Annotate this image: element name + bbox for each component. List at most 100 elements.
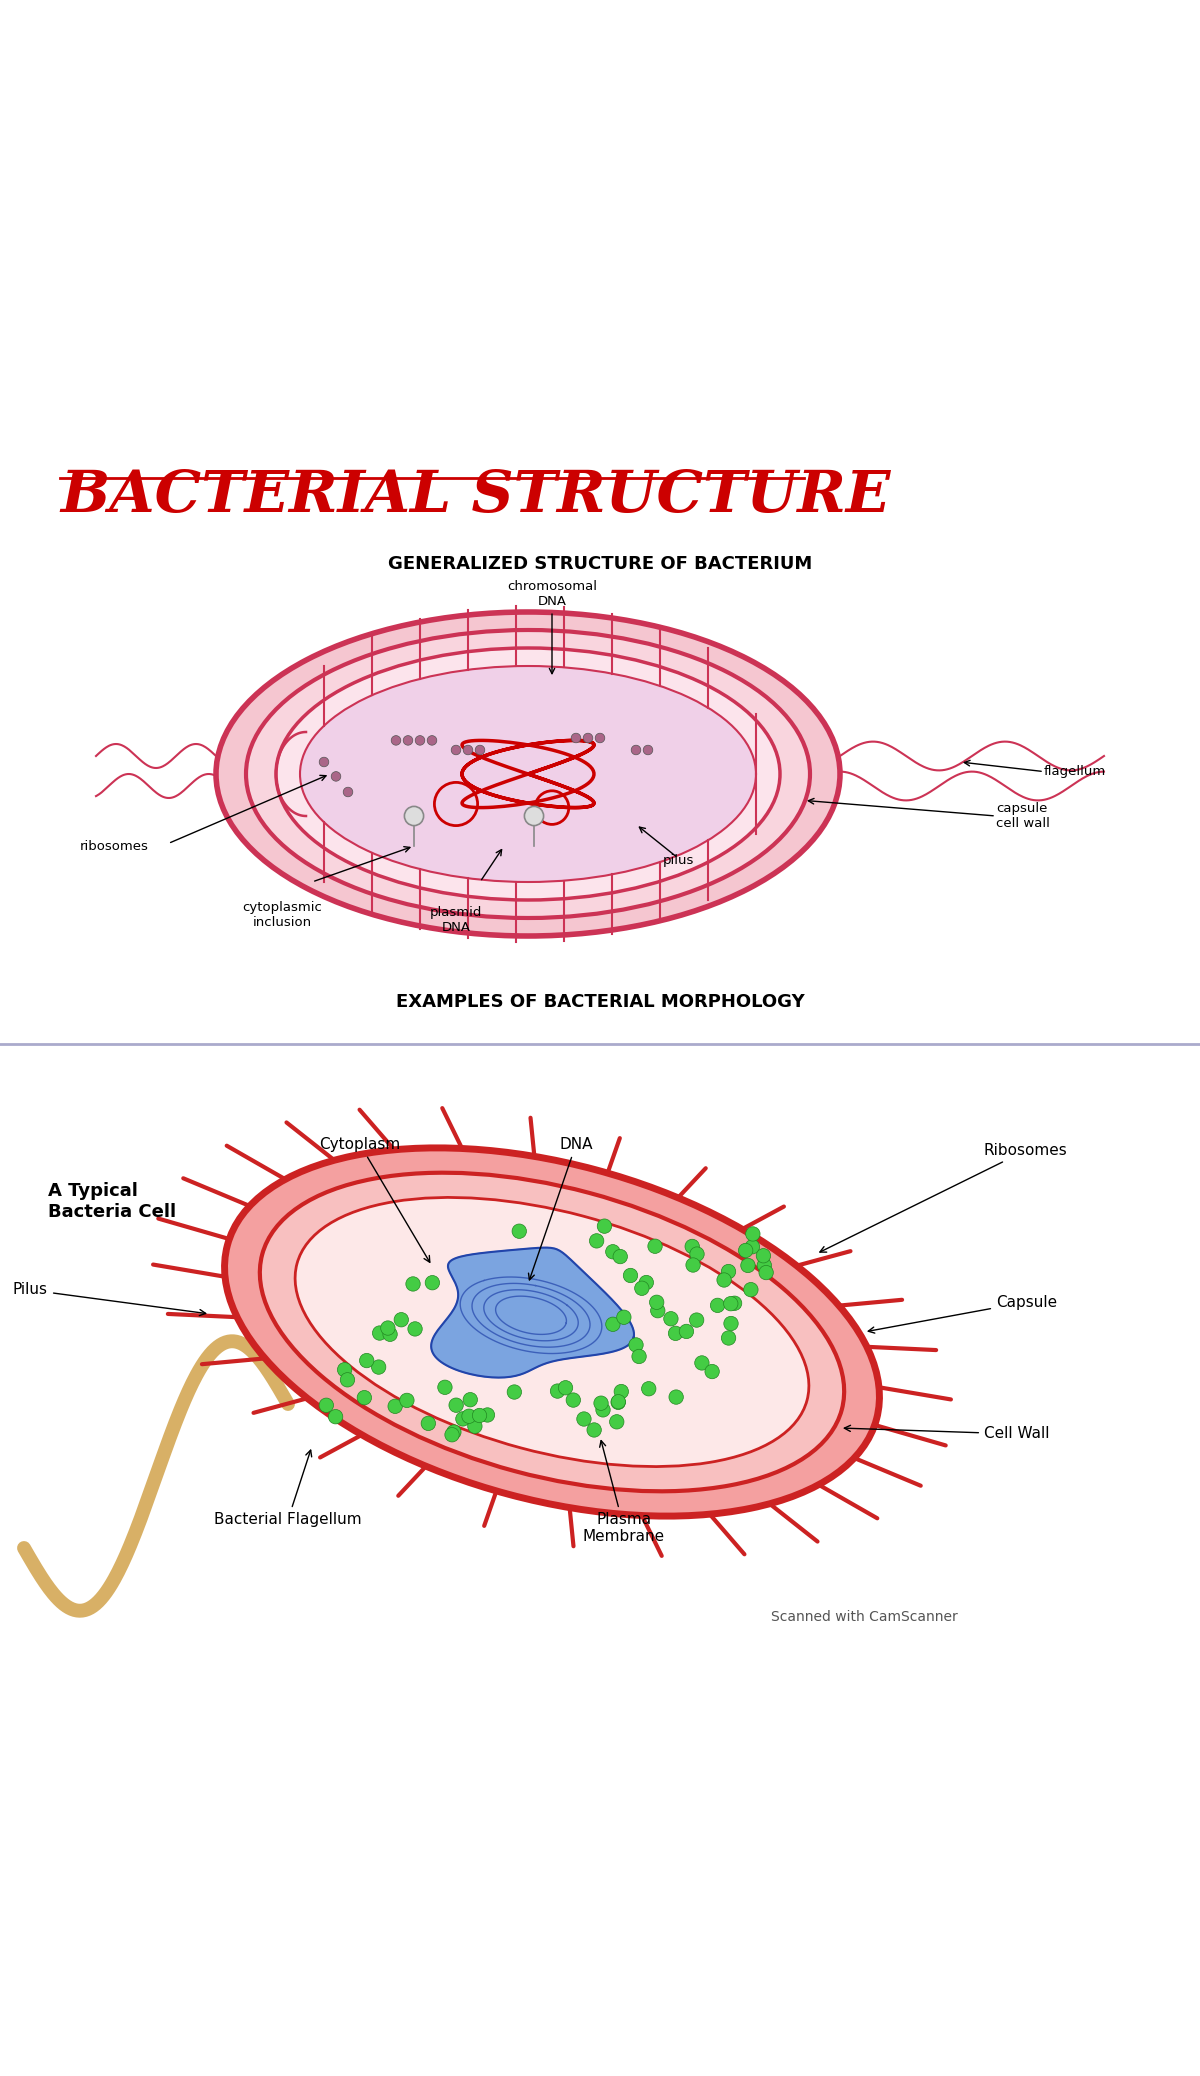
Circle shape	[744, 1283, 758, 1298]
Circle shape	[587, 1422, 601, 1437]
Circle shape	[596, 1403, 611, 1418]
Circle shape	[462, 1410, 476, 1424]
Circle shape	[695, 1356, 709, 1370]
Circle shape	[716, 1273, 731, 1287]
Text: Pilus: Pilus	[13, 1283, 205, 1316]
Circle shape	[446, 1424, 461, 1439]
Circle shape	[757, 1258, 772, 1273]
Circle shape	[400, 1393, 414, 1408]
Circle shape	[631, 745, 641, 756]
Circle shape	[449, 1397, 463, 1412]
Circle shape	[427, 735, 437, 745]
Text: flagellum: flagellum	[1044, 766, 1106, 778]
Circle shape	[598, 1219, 612, 1233]
Circle shape	[710, 1298, 725, 1312]
Circle shape	[614, 1385, 629, 1399]
Circle shape	[606, 1246, 620, 1258]
Text: capsule
cell wall: capsule cell wall	[996, 801, 1050, 830]
Circle shape	[721, 1264, 736, 1279]
Circle shape	[456, 1412, 470, 1426]
Circle shape	[606, 1316, 620, 1331]
Circle shape	[595, 733, 605, 743]
Circle shape	[438, 1381, 452, 1395]
Circle shape	[425, 1275, 439, 1289]
Text: cytoplasmic
inclusion: cytoplasmic inclusion	[242, 901, 322, 930]
Circle shape	[577, 1412, 592, 1426]
Ellipse shape	[224, 1148, 880, 1515]
Circle shape	[613, 1250, 628, 1264]
Circle shape	[745, 1239, 760, 1254]
Circle shape	[480, 1408, 494, 1422]
Circle shape	[473, 1408, 487, 1422]
Circle shape	[756, 1248, 770, 1262]
Circle shape	[319, 758, 329, 766]
Circle shape	[571, 733, 581, 743]
Circle shape	[640, 1275, 654, 1289]
Circle shape	[337, 1362, 352, 1376]
Circle shape	[566, 1393, 581, 1408]
Circle shape	[331, 772, 341, 781]
Circle shape	[727, 1295, 742, 1310]
Text: EXAMPLES OF BACTERIAL MORPHOLOGY: EXAMPLES OF BACTERIAL MORPHOLOGY	[396, 992, 804, 1011]
Text: GENERALIZED STRUCTURE OF BACTERIUM: GENERALIZED STRUCTURE OF BACTERIUM	[388, 554, 812, 573]
Circle shape	[610, 1414, 624, 1428]
Circle shape	[463, 1393, 478, 1408]
Circle shape	[738, 1244, 752, 1258]
Circle shape	[360, 1354, 374, 1368]
Circle shape	[329, 1410, 343, 1424]
Circle shape	[679, 1324, 694, 1339]
Circle shape	[380, 1320, 395, 1335]
Text: plasmid
DNA: plasmid DNA	[430, 905, 482, 934]
Circle shape	[372, 1360, 386, 1374]
Text: Cell Wall: Cell Wall	[845, 1426, 1050, 1441]
Circle shape	[589, 1233, 604, 1248]
Circle shape	[685, 1239, 700, 1254]
Circle shape	[558, 1381, 572, 1395]
Circle shape	[690, 1248, 704, 1262]
Ellipse shape	[260, 1173, 844, 1491]
Circle shape	[724, 1316, 738, 1331]
Circle shape	[668, 1389, 683, 1403]
Circle shape	[583, 733, 593, 743]
Text: chromosomal
DNA: chromosomal DNA	[508, 581, 598, 675]
Circle shape	[745, 1227, 760, 1241]
Circle shape	[594, 1395, 608, 1410]
Circle shape	[643, 745, 653, 756]
Circle shape	[668, 1327, 683, 1341]
Text: Bacterial Flagellum: Bacterial Flagellum	[214, 1451, 362, 1528]
Circle shape	[611, 1395, 625, 1410]
Circle shape	[629, 1337, 643, 1351]
Text: ribosomes: ribosomes	[79, 839, 149, 853]
Circle shape	[372, 1327, 386, 1341]
Circle shape	[451, 745, 461, 756]
Polygon shape	[431, 1248, 634, 1378]
Text: Cytoplasm: Cytoplasm	[319, 1138, 430, 1262]
Circle shape	[686, 1258, 701, 1273]
Ellipse shape	[276, 648, 780, 901]
Circle shape	[319, 1397, 334, 1412]
Circle shape	[635, 1281, 649, 1295]
Circle shape	[642, 1381, 656, 1395]
Circle shape	[468, 1420, 482, 1432]
Circle shape	[341, 1372, 355, 1387]
Ellipse shape	[216, 612, 840, 936]
Circle shape	[383, 1327, 397, 1341]
Text: Plasma
Membrane: Plasma Membrane	[583, 1441, 665, 1545]
Circle shape	[740, 1258, 755, 1273]
Ellipse shape	[246, 629, 810, 918]
Text: BACTERIAL STRUCTURE: BACTERIAL STRUCTURE	[60, 467, 890, 525]
Circle shape	[343, 787, 353, 797]
Text: Scanned with CamScanner: Scanned with CamScanner	[770, 1609, 958, 1623]
Circle shape	[463, 745, 473, 756]
Text: Ribosomes: Ribosomes	[820, 1144, 1068, 1252]
Circle shape	[724, 1298, 738, 1310]
Circle shape	[690, 1312, 704, 1327]
Text: A Typical
Bacteria Cell: A Typical Bacteria Cell	[48, 1181, 176, 1221]
Circle shape	[388, 1399, 402, 1414]
Circle shape	[403, 735, 413, 745]
Circle shape	[648, 1239, 662, 1254]
Circle shape	[421, 1416, 436, 1430]
Circle shape	[611, 1395, 625, 1410]
Circle shape	[649, 1295, 664, 1310]
Circle shape	[415, 735, 425, 745]
